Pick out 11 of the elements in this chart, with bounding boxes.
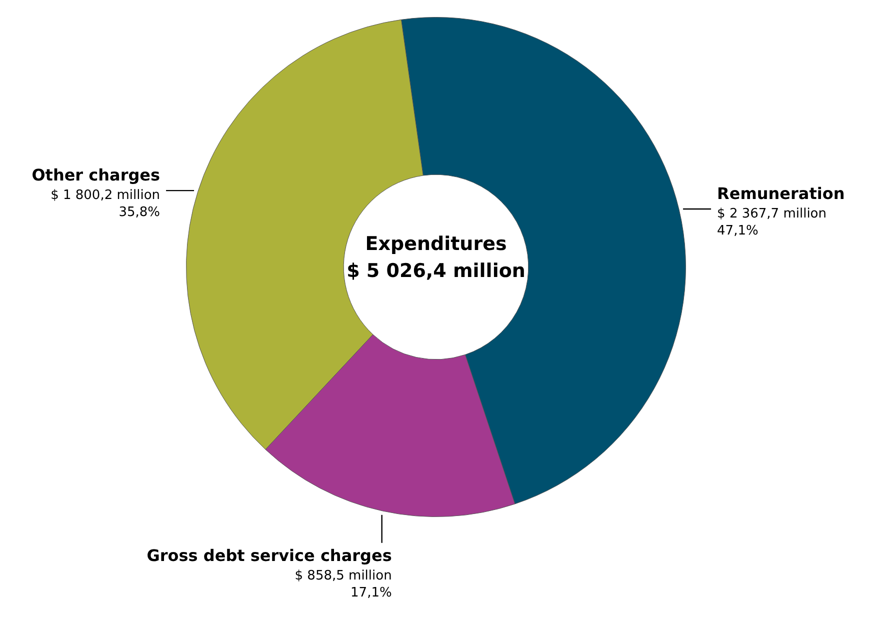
data-label: $ 2 367,7 million [717,206,827,222]
text: 35,8% [118,204,160,220]
data-label: $ 1 800,2 million [50,188,160,203]
text: $ 5 026,4 million [346,260,526,282]
data-label: $ 858,5 million [294,568,392,584]
slice-label: Other charges [32,166,160,185]
text: 17,1% [350,585,392,600]
text: Expenditures [365,232,507,255]
slice-label: Remuneration [717,184,845,204]
text: 47,1% [717,223,758,238]
slice-label: Gross debt service charges [146,546,392,566]
